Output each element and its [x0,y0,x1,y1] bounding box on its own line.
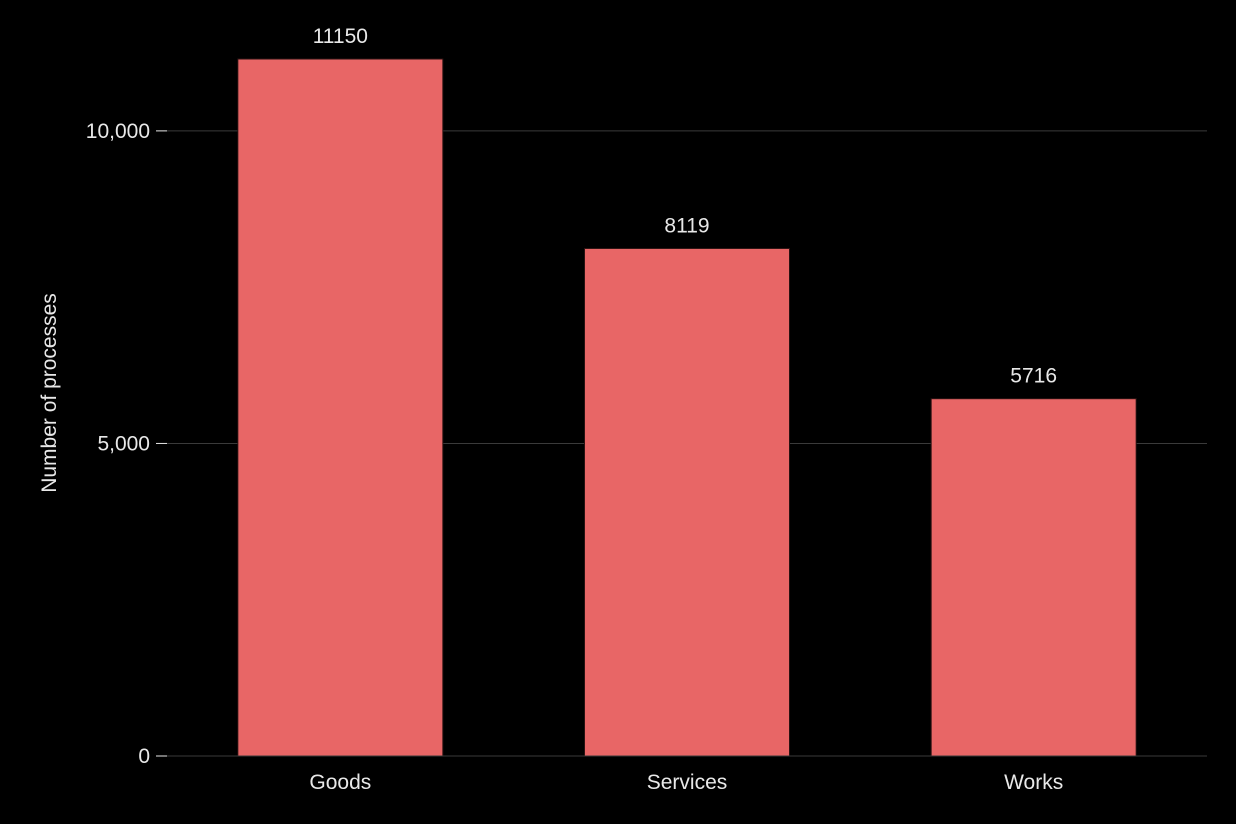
x-tick-label: Goods [309,771,371,794]
x-tick-label: Works [1004,771,1063,794]
data-label: 11150 [313,25,368,48]
y-tick-label: 0 [138,745,150,768]
bar-works [930,398,1137,757]
y-axis: 0 5,000 10,000 [86,120,167,768]
x-tick-label: Services [647,771,728,794]
bar-goods [237,58,444,757]
x-axis: Goods Services Works [167,755,1207,794]
y-axis-title: Number of processes [38,293,61,493]
data-label: 5716 [1010,365,1057,388]
data-labels: 11150 8119 5716 [313,25,1057,388]
y-tick-label: 10,000 [86,120,150,143]
bar-services [584,247,790,757]
bars [237,58,1137,757]
y-tick-label: 5,000 [97,432,150,455]
data-label: 8119 [664,214,709,237]
